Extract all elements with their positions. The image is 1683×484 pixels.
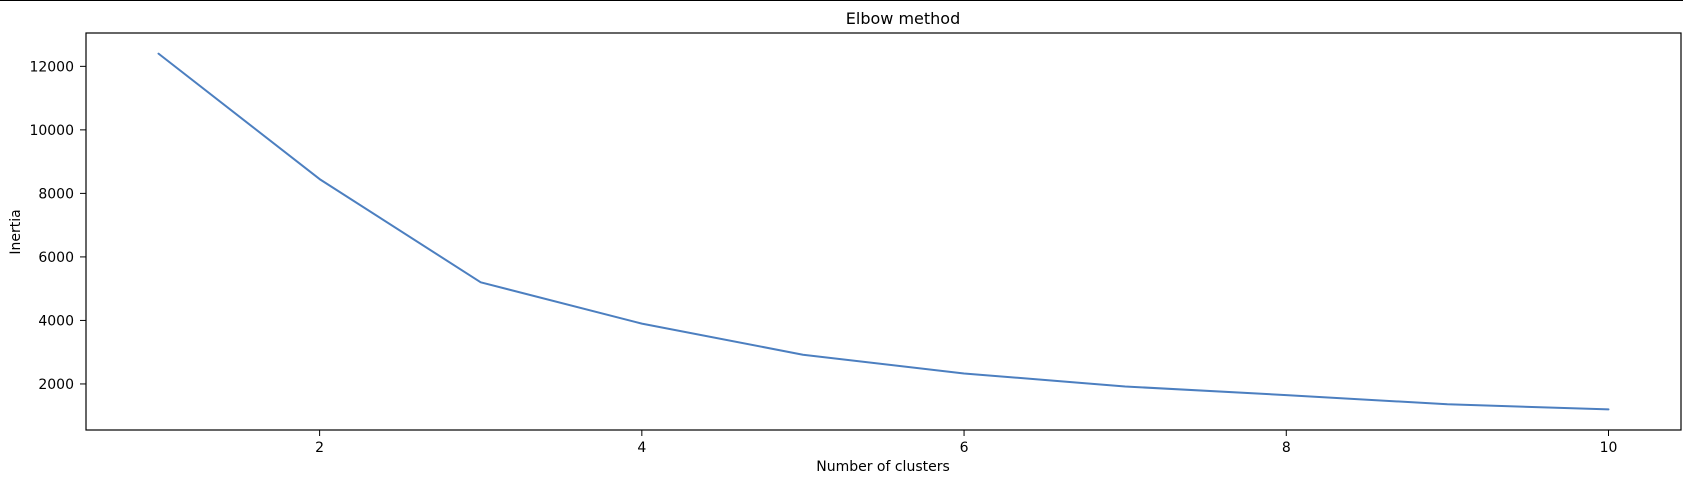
x-tick-label: 4 (637, 440, 646, 456)
y-tick-label: 8000 (38, 186, 74, 202)
y-axis-label: Inertia (8, 209, 24, 254)
plot-area (86, 33, 1681, 430)
y-tick-label: 10000 (29, 123, 74, 139)
y-tick-label: 4000 (38, 313, 74, 329)
chart-title: Elbow method (846, 9, 960, 28)
y-tick-label: 2000 (38, 377, 74, 393)
top-border (0, 0, 1683, 1)
x-axis: 2 4 6 8 10 (315, 430, 1617, 456)
y-axis: 2000 4000 6000 8000 10000 12000 (29, 59, 86, 393)
x-tick-label: 2 (315, 440, 324, 456)
x-tick-label: 6 (960, 440, 969, 456)
y-tick-label: 12000 (29, 59, 74, 75)
y-tick-label: 6000 (38, 250, 74, 266)
x-tick-label: 10 (1600, 440, 1618, 456)
x-tick-label: 8 (1282, 440, 1291, 456)
x-axis-label: Number of clusters (816, 459, 950, 475)
